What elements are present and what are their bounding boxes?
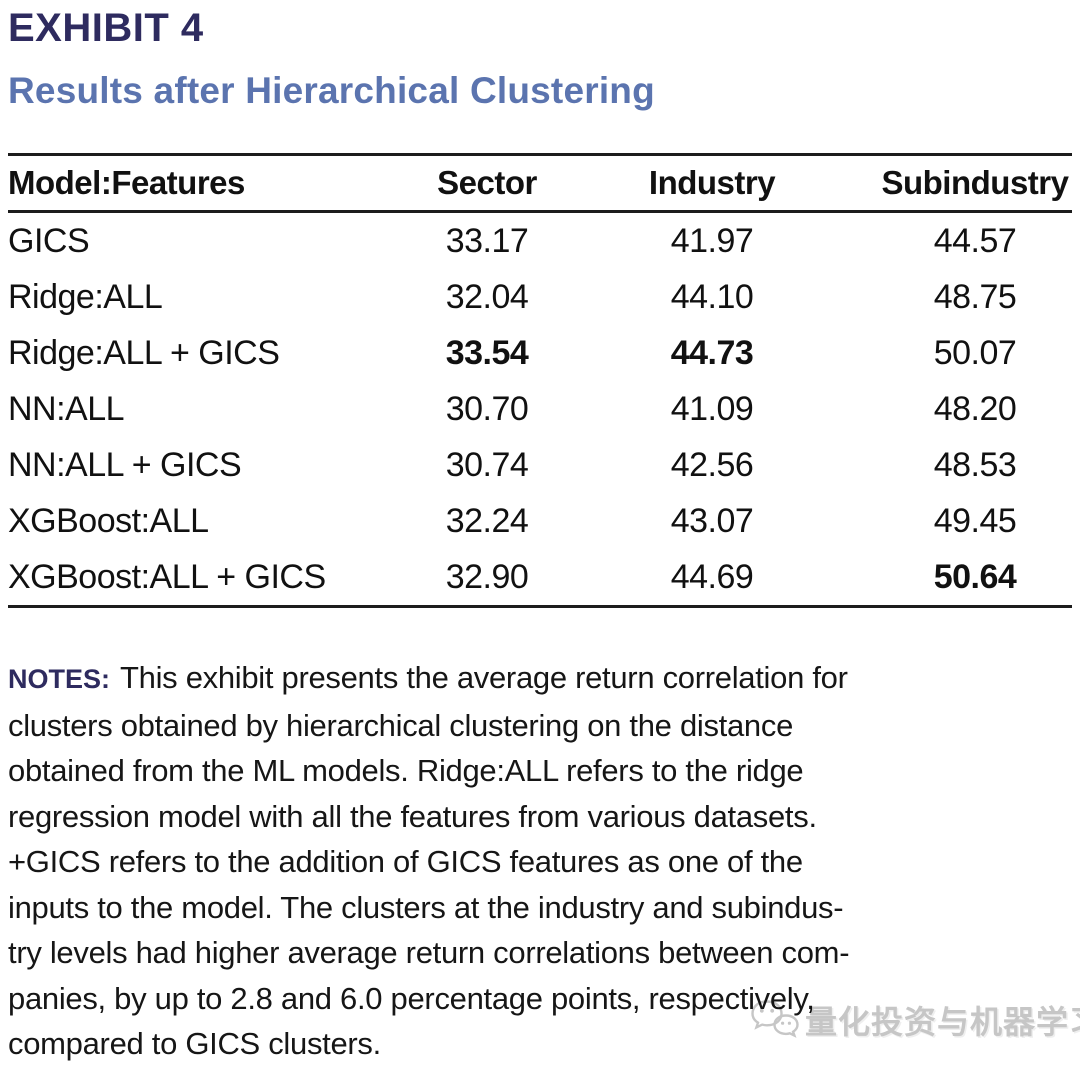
col-header-industry: Industry	[546, 154, 878, 213]
table-header-row: Model:Features Sector Industry Subindust…	[8, 154, 1072, 213]
subindustry-cell: 48.75	[933, 277, 1017, 316]
industry-cell: 43.07	[670, 501, 754, 540]
model-cell: Ridge:ALL	[8, 277, 163, 316]
industry-cell: 44.10	[670, 277, 754, 316]
results-table: Model:Features Sector Industry Subindust…	[8, 153, 1072, 608]
model-cell: NN:ALL + GICS	[8, 445, 242, 484]
notes-label: NOTES:	[8, 664, 111, 694]
table-row: XGBoost:ALL 32.24 43.07 49.45	[8, 493, 1072, 549]
notes-text: This exhibit presents the average return…	[120, 660, 848, 695]
model-cell: Ridge:ALL + GICS	[8, 333, 280, 372]
industry-cell: 44.73	[670, 333, 754, 372]
table-row: XGBoost:ALL + GICS 32.90 44.69 50.64	[8, 549, 1072, 607]
subindustry-cell: 48.53	[933, 445, 1017, 484]
industry-cell: 44.69	[670, 557, 754, 596]
notes-line: panies, by up to 2.8 and 6.0 percentage …	[8, 980, 815, 1016]
col-header-model-features: Model:Features	[8, 154, 428, 213]
industry-cell: 42.56	[670, 445, 754, 484]
notes-line: obtained from the ML models. Ridge:ALL r…	[8, 753, 804, 788]
exhibit-label: EXHIBIT 4	[8, 6, 204, 50]
sector-cell: 32.04	[445, 277, 529, 316]
notes-line: NOTES: This exhibit presents the average …	[8, 655, 1072, 703]
notes-line: +GICS refers to the addition of GICS fea…	[8, 844, 803, 879]
table-row: Ridge:ALL + GICS 33.54 44.73 50.07	[8, 325, 1072, 381]
notes-line: inputs to the model. The clusters at the…	[8, 889, 844, 925]
industry-cell: 41.97	[670, 221, 754, 260]
subindustry-cell: 50.07	[933, 333, 1017, 372]
sector-cell: 30.70	[445, 389, 529, 428]
sector-cell: 33.17	[445, 221, 529, 260]
sector-cell: 32.90	[445, 557, 529, 596]
model-cell: XGBoost:ALL	[8, 501, 209, 540]
notes-line: clusters obtained by hierarchical cluste…	[8, 707, 794, 743]
sector-cell: 32.24	[445, 501, 529, 540]
subindustry-cell: 49.45	[933, 501, 1017, 540]
table-row: NN:ALL + GICS 30.74 42.56 48.53	[8, 437, 1072, 493]
subindustry-cell: 50.64	[933, 557, 1017, 596]
col-header-subindustry: Subindustry	[878, 154, 1072, 213]
table-row: GICS 33.17 41.97 44.57	[8, 212, 1072, 270]
model-cell: GICS	[8, 221, 90, 260]
subindustry-cell: 44.57	[933, 221, 1017, 260]
sector-cell: 33.54	[445, 333, 529, 372]
col-header-sector: Sector	[428, 154, 546, 213]
notes-line: try levels had higher average return cor…	[8, 935, 850, 970]
exhibit-title: Results after Hierarchical Clustering	[8, 70, 655, 111]
subindustry-cell: 48.20	[933, 389, 1017, 428]
sector-cell: 30.74	[445, 445, 529, 484]
notes: NOTES: This exhibit presents the average …	[8, 655, 1072, 1065]
notes-line: regression model with all the features f…	[8, 798, 817, 834]
industry-cell: 41.09	[670, 389, 754, 428]
model-cell: NN:ALL	[8, 389, 125, 428]
notes-line: compared to GICS clusters.	[8, 1026, 381, 1061]
model-cell: XGBoost:ALL + GICS	[8, 557, 326, 596]
table-row: Ridge:ALL 32.04 44.10 48.75	[8, 269, 1072, 325]
table-row: NN:ALL 30.70 41.09 48.20	[8, 381, 1072, 437]
